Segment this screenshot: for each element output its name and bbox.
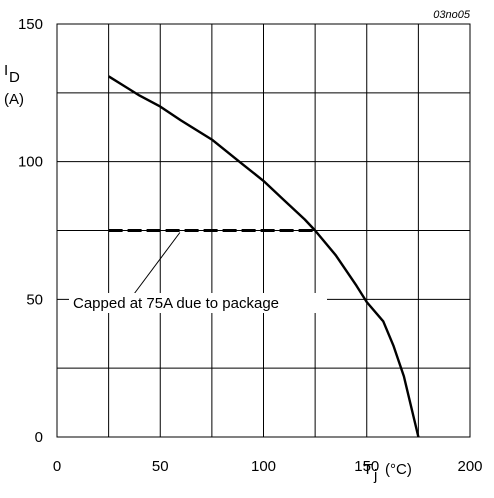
y-tick-label: 100 (18, 154, 43, 171)
x-tick-labels: 0 50 100 150 200 (53, 458, 483, 475)
series-layer (107, 75, 420, 438)
derating-curve (107, 75, 420, 438)
y-axis-title: I D (A) (4, 62, 24, 108)
x-axis-label-subscript: j (373, 467, 377, 484)
x-tick-label: 200 (457, 458, 482, 475)
y-tick-label: 50 (26, 291, 43, 308)
annotation-text: Capped at 75A due to package (73, 295, 279, 312)
plot-frame (56, 23, 471, 438)
annotation-leader-line (133, 232, 181, 295)
y-axis-unit: (A) (4, 91, 24, 108)
y-tick-labels: 0 50 100 150 (18, 16, 43, 446)
y-axis-label: I (4, 62, 8, 79)
annotation-background (69, 293, 327, 313)
x-axis-title: T j (°C) (363, 461, 412, 484)
figure-code: 03no05 (433, 9, 471, 21)
x-tick-label: 50 (152, 458, 169, 475)
x-tick-label: 100 (251, 458, 276, 475)
x-tick-label: 0 (53, 458, 61, 475)
x-axis-label: T (363, 461, 372, 478)
y-tick-label: 150 (18, 16, 43, 33)
x-axis-unit: (°C) (385, 461, 412, 478)
y-tick-label: 0 (35, 429, 43, 446)
x-tick-label: 150 (354, 458, 379, 475)
y-axis-label-subscript: D (9, 69, 20, 86)
